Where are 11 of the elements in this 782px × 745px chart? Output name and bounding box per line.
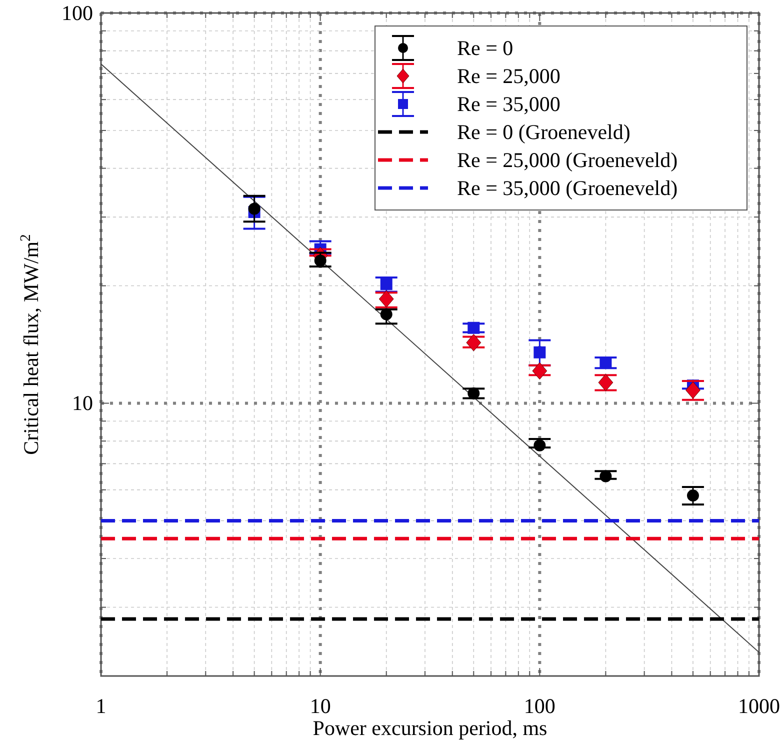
legend-label: Re = 25,000 (457, 64, 560, 88)
legend-label: Re = 35,000 (457, 92, 560, 116)
legend-label: Re = 25,000 (Groeneveld) (457, 148, 678, 172)
x-tick-label: 100 (524, 694, 556, 718)
legend-label: Re = 35,000 (Groeneveld) (457, 176, 678, 200)
legend-label: Re = 0 (457, 36, 514, 60)
x-tick-label: 1000 (738, 694, 780, 718)
x-tick-label: 10 (310, 694, 331, 718)
legend-label: Re = 0 (Groeneveld) (457, 120, 630, 144)
x-axis-title: Power excursion period, ms (312, 716, 548, 740)
x-tick-label: 1 (96, 694, 106, 718)
